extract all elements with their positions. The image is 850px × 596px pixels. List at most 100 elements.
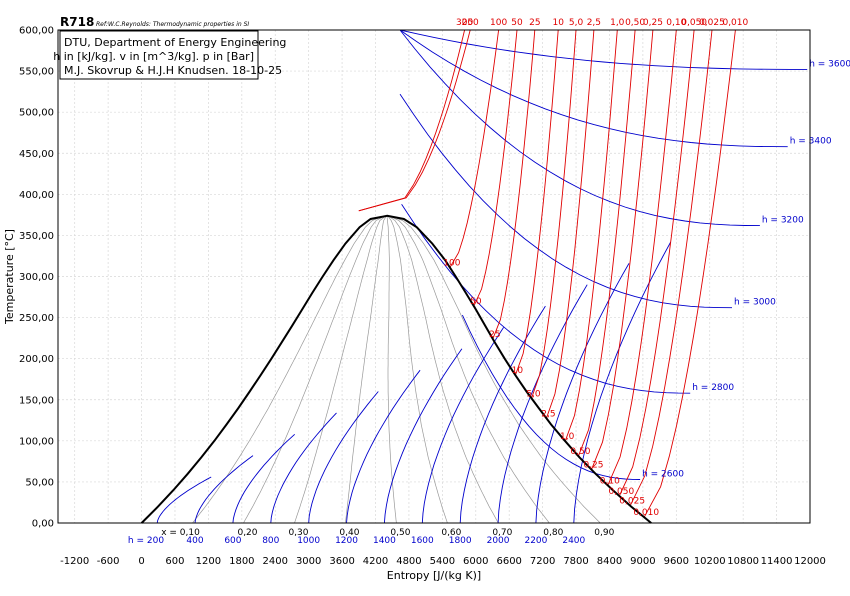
isobar-line — [607, 29, 677, 486]
isobar-line — [618, 29, 695, 497]
quality-label: 0,70 — [492, 528, 512, 538]
y-tick-label: 450,00 — [19, 149, 54, 160]
isobar-top-label: 5,0 — [569, 18, 584, 28]
isenthalp-line — [232, 433, 296, 524]
isobar-curve-label: 1,0 — [560, 432, 575, 442]
isobar-line — [358, 29, 466, 212]
saturation-curve — [140, 214, 652, 524]
x-tick-label: 9600 — [664, 556, 689, 567]
quality-label: 0,30 — [288, 528, 308, 538]
isenthalp-line — [399, 29, 808, 70]
isobar-top-label: 10 — [552, 18, 564, 28]
chart-subtitle: Ref:W.C.Reynolds: Thermodynamic properti… — [96, 21, 249, 28]
isobar-top-label: 1,0 — [610, 18, 625, 28]
x-tick-label: 8400 — [597, 556, 622, 567]
x-tick-label: 7200 — [530, 556, 555, 567]
x-tick-label: 7800 — [563, 556, 588, 567]
isobar-line — [531, 29, 577, 399]
isobar-line — [577, 29, 636, 457]
isobar-curve-label: 2,5 — [541, 409, 555, 419]
isenthalp-label: h = 3600 — [809, 59, 850, 69]
x-tick-labels: -1200 -600 0 600 1200 1800 2400 3000 3600 4200 480… — [60, 556, 826, 567]
y-tick-label: 350,00 — [19, 231, 54, 242]
isobar-curve-label: 100 — [443, 258, 460, 268]
isobar-curve-label: 0,010 — [633, 508, 659, 518]
isobar-line — [492, 29, 536, 340]
x-tick-label: 1800 — [229, 556, 254, 567]
info-line-1: DTU, Department of Energy Engineering — [64, 36, 286, 49]
quality-label: 0,60 — [441, 528, 461, 538]
x-tick-label: 0 — [138, 556, 144, 567]
isobar-top-label: 0,050 — [681, 18, 707, 28]
isobar-top-label: 100 — [490, 18, 507, 28]
isenthalp-label: h = 3400 — [790, 137, 832, 147]
isenthalp-label: 2400 — [562, 536, 585, 546]
isobar-curve-label: 0,25 — [583, 461, 603, 471]
quality-label: 0,80 — [543, 528, 563, 538]
isobar-line — [358, 29, 471, 212]
isobar-line — [545, 29, 595, 419]
isenthalp-label: h = 200 — [128, 536, 164, 546]
y-tick-label: 150,00 — [19, 395, 54, 406]
isenthalp-line — [399, 29, 760, 227]
isobar-curve-label: 0,10 — [600, 476, 620, 486]
isenthalp-label: h = 2600 — [642, 469, 684, 479]
isenthalp-line — [346, 369, 421, 524]
x-axis-title: Entropy [J/(kg K)] — [387, 569, 481, 582]
x-tick-label: 600 — [165, 556, 184, 567]
quality-line — [386, 215, 448, 524]
isobar-top-label: 0,10 — [666, 18, 686, 28]
grid-lines — [58, 29, 811, 524]
isenthalp-label: 1800 — [449, 536, 472, 546]
isobar-top-label: 0,010 — [722, 18, 748, 28]
isobar-top-label: 25 — [529, 18, 540, 28]
isenthalp-label: 800 — [262, 536, 279, 546]
x-tick-label: 11400 — [761, 556, 793, 567]
isenthalp-line — [535, 263, 630, 524]
y-tick-label: 500,00 — [19, 108, 54, 119]
isenthalp-line — [459, 305, 546, 524]
isenthalp-label: 1000 — [297, 536, 320, 546]
isobar-top-label: 250 — [462, 18, 479, 28]
isobar-top-label: 0,50 — [625, 18, 645, 28]
x-tick-label: 6000 — [463, 556, 488, 567]
isobar-lines — [358, 29, 736, 518]
isenthalp-label: h = 2800 — [692, 383, 734, 393]
isenthalp-lines — [156, 29, 808, 524]
isobar-line — [643, 29, 736, 518]
plot-frame — [57, 29, 811, 524]
isenthalp-label: 600 — [224, 536, 241, 546]
isenthalp-label: h = 3000 — [734, 298, 776, 308]
isenthalp-label: 1200 — [335, 536, 358, 546]
y-tick-label: 400,00 — [19, 190, 54, 201]
isobar-curve-label: 5,0 — [526, 389, 541, 399]
quality-line — [386, 215, 397, 524]
isobar-curve-label: 0,025 — [619, 497, 645, 507]
isobar-line — [514, 29, 559, 376]
isenthalp-line — [156, 476, 212, 524]
x-tick-label: 4200 — [363, 556, 388, 567]
isobar-curve-label: 0,050 — [608, 487, 634, 497]
y-tick-label: 300,00 — [19, 272, 54, 283]
isenthalp-line — [194, 455, 254, 524]
info-line-2: h in [kJ/kg]. v in [m^3/kg]. p in [Bar] — [53, 50, 254, 63]
isenthalp-label: 1400 — [373, 536, 396, 546]
y-tick-label: 0,00 — [32, 519, 54, 530]
y-tick-labels: 0,00 50,00 100,00 150,00 200,00 250,00 300,00 3… — [19, 26, 54, 530]
x-tick-label: 12000 — [794, 556, 826, 567]
isenthalp-label: 400 — [186, 536, 203, 546]
quality-label: x = 0,10 — [161, 528, 200, 538]
x-tick-label: 10800 — [727, 556, 759, 567]
x-tick-label: 9000 — [630, 556, 655, 567]
quality-line — [387, 215, 550, 524]
y-axis-title: Temperature [°C] — [3, 229, 16, 325]
x-tick-label: 1200 — [196, 556, 221, 567]
isenthalp-line — [573, 241, 672, 524]
x-tick-label: 3000 — [296, 556, 321, 567]
x-tick-label: -600 — [97, 556, 120, 567]
isenthalp-line — [399, 29, 788, 148]
isobar-line — [449, 29, 500, 268]
quality-label: 0,90 — [594, 528, 614, 538]
quality-label: 0,20 — [237, 528, 257, 538]
